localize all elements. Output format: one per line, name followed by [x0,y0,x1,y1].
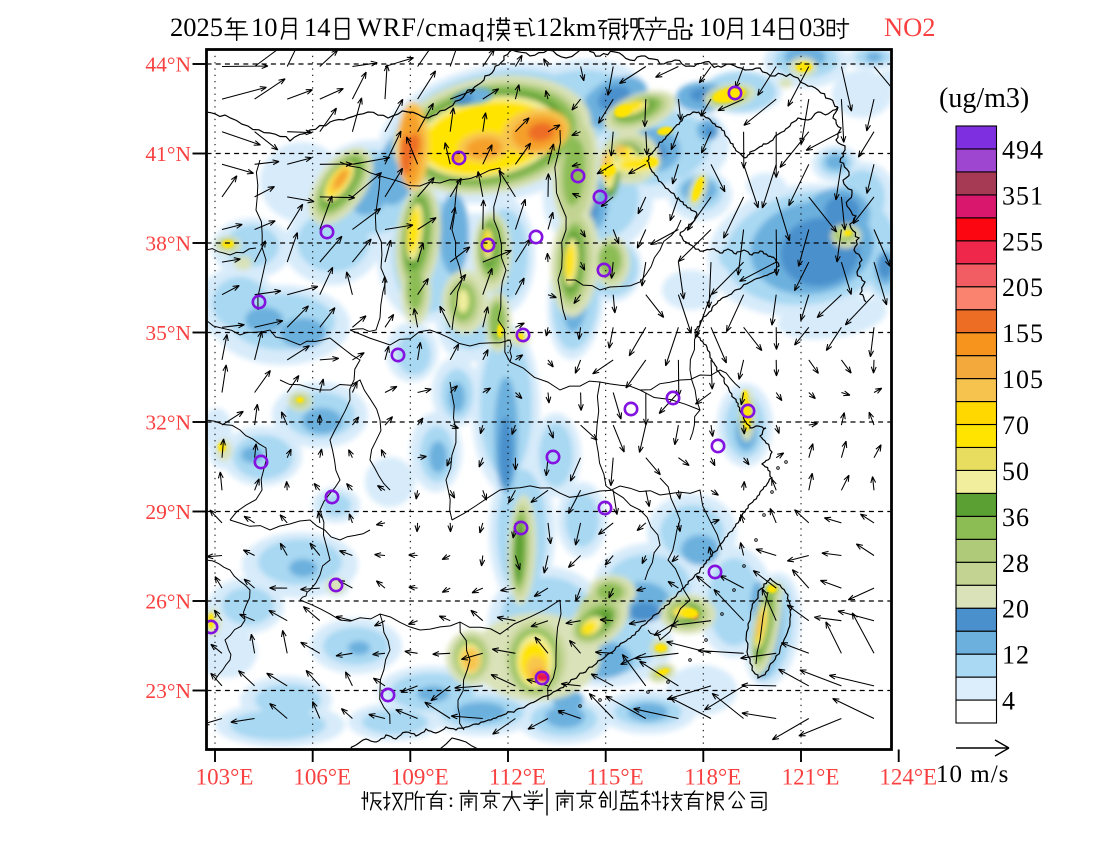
svg-text:32°N: 32°N [145,411,191,435]
svg-text:NO2: NO2 [884,12,936,42]
svg-text:WRF/cmaq: WRF/cmaq [357,12,486,42]
svg-text:10: 10 [699,12,726,42]
svg-text:106°E: 106°E [293,765,351,790]
svg-text:14: 14 [304,12,331,42]
svg-text:155: 155 [1002,319,1044,348]
svg-text:29°N: 29°N [145,500,191,524]
svg-text:105: 105 [1002,365,1044,394]
svg-text:03: 03 [799,12,826,42]
svg-text:124°E: 124°E [879,765,937,790]
svg-text:12: 12 [1002,641,1030,670]
svg-text:26°N: 26°N [145,590,191,614]
svg-text:255: 255 [1002,227,1044,256]
svg-text:10: 10 [251,12,278,42]
svg-text:10 m/s: 10 m/s [936,761,1009,788]
svg-text:36: 36 [1002,503,1030,532]
svg-text:28: 28 [1002,549,1030,578]
svg-text:20: 20 [1002,595,1030,624]
svg-text::: : [448,788,454,812]
svg-text:494: 494 [1002,136,1044,165]
svg-text:44°N: 44°N [145,53,191,77]
svg-text:4: 4 [1002,687,1016,716]
svg-text:(ug/m3): (ug/m3) [939,83,1029,114]
svg-text:109°E: 109°E [391,765,449,790]
svg-text:70: 70 [1002,411,1030,440]
svg-text:50: 50 [1002,457,1030,486]
svg-text:12km: 12km [536,12,597,42]
svg-text:23°N: 23°N [145,679,191,703]
svg-text::: : [688,12,695,42]
svg-text:35°N: 35°N [145,321,191,345]
svg-text:121°E: 121°E [782,765,840,790]
svg-text:103°E: 103°E [196,765,254,790]
svg-text:115°E: 115°E [587,765,644,790]
svg-text:38°N: 38°N [145,232,191,256]
svg-text:41°N: 41°N [145,142,191,166]
svg-text:118°E: 118°E [684,765,741,790]
svg-text:112°E: 112°E [489,765,546,790]
svg-text:2025: 2025 [170,12,223,42]
svg-text:14: 14 [749,12,776,42]
svg-text:351: 351 [1002,181,1044,210]
svg-text:205: 205 [1002,273,1044,302]
